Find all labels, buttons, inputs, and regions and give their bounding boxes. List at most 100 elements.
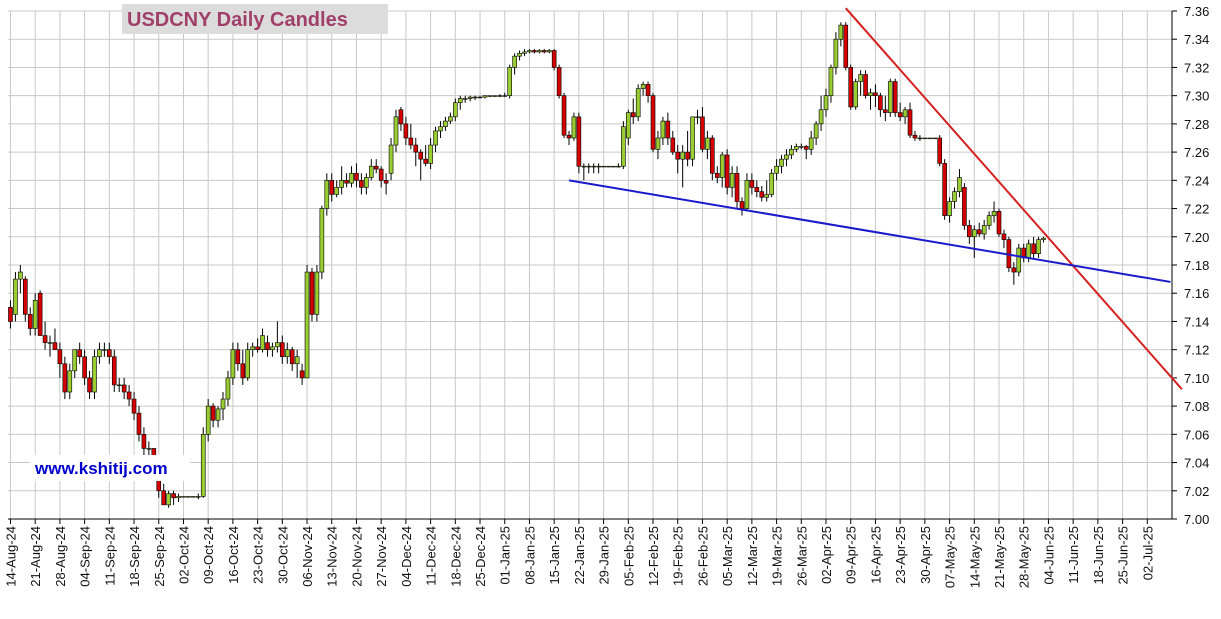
candle-body [171,493,176,499]
candle-body [205,405,211,435]
candle-body [981,225,987,235]
x-tick-label: 12-Feb-25 [646,526,661,586]
x-tick-label: 22-Jan-25 [572,526,587,585]
x-tick-label: 09-Apr-25 [844,526,859,584]
x-tick-label: 16-Oct-24 [226,526,241,584]
candle-body [329,180,335,195]
candle-body [383,180,389,184]
candle-body [166,493,171,506]
candle-body [388,144,394,174]
candle-body [92,356,97,393]
candle-body [976,229,982,235]
candle-body [453,102,458,118]
candle-body [472,96,478,99]
candle-body [245,349,251,379]
candle-body [260,335,265,350]
candle-body [640,84,646,89]
candle-body [784,154,789,160]
candle-body [126,391,132,400]
y-tick-label: 7.12 [1184,343,1209,358]
candle-body [616,165,621,168]
candle-body [191,496,196,498]
x-tick-label: 12-Mar-25 [745,526,760,586]
candle-body [443,120,448,128]
y-tick-label: 7.30 [1184,89,1209,104]
candle-body [1031,243,1036,255]
x-tick-label: 08-Jan-25 [522,526,537,585]
candle-body [532,50,537,53]
candle-body [601,165,606,168]
candle-body [413,144,419,153]
y-tick-label: 7.22 [1184,202,1209,217]
candle-body [111,356,117,386]
candle-body [314,271,320,315]
y-tick-label: 7.36 [1184,4,1209,19]
candle-body [102,349,107,351]
candle-body [522,51,527,54]
candle-body [87,377,92,393]
candle-body [789,148,794,156]
candle-body [828,67,834,96]
candle-body [294,356,300,365]
candle-body [566,134,572,139]
candle-body [487,95,493,97]
candle-body [62,363,68,393]
candle-body [304,271,310,379]
x-tick-label: 26-Feb-25 [695,526,710,586]
y-tick-label: 7.04 [1184,456,1209,471]
candle-body [907,109,913,136]
candle-body [116,384,122,387]
watermark-box [30,455,190,481]
candle-body [947,201,952,216]
candle-body [571,116,577,139]
candle-body [428,144,433,164]
candle-body [774,165,779,174]
candle-body [215,408,221,421]
y-tick-label: 7.28 [1184,117,1209,132]
candle-body [863,74,868,96]
candle-body [1011,267,1017,273]
x-tick-label: 23-Oct-24 [251,526,266,584]
x-tick-label: 18-Sep-24 [127,526,142,587]
candle-body [685,151,690,160]
x-tick-label: 04-Jun-25 [1041,526,1056,585]
candle-body [195,496,201,498]
candle-body [52,342,58,350]
candle-body [240,363,246,379]
candle-body [186,496,191,498]
y-tick-label: 7.16 [1184,286,1209,301]
watermark: www.kshitij.com [34,459,168,478]
candle-body [457,98,463,104]
candle-body [897,112,903,118]
candle-body [275,342,280,348]
candle-body [586,165,592,168]
candle-body [630,112,636,118]
x-tick-label: 30-Oct-24 [275,526,290,584]
candle-body [398,109,404,125]
x-tick-label: 18-Jun-25 [1091,526,1106,585]
candle-body [537,50,542,53]
candle-body [991,211,997,216]
candle-body [107,349,112,358]
candle-body [591,165,597,168]
candle-body [695,116,700,118]
y-tick-label: 7.08 [1184,399,1209,414]
candle-body [517,53,522,57]
candle-body [477,96,483,99]
x-tick-label: 28-Aug-24 [53,526,68,587]
candle-body [502,95,508,97]
candle-body [497,95,503,97]
title-box [122,4,388,34]
candle-body [18,271,23,280]
axes: 7.00 7.02 7.04 7.06 7.08 7.10 7.12 7.14 7.16 7.18… [3,4,1209,588]
candle-body [873,92,878,96]
candle-body [364,177,369,188]
x-tick-label: 28-May-25 [1017,526,1032,588]
candle-body [838,24,844,40]
candle-body [714,172,720,178]
candle-body [225,377,231,400]
candle-body [265,342,270,350]
candle-body [527,50,532,53]
candle-body [423,158,428,164]
